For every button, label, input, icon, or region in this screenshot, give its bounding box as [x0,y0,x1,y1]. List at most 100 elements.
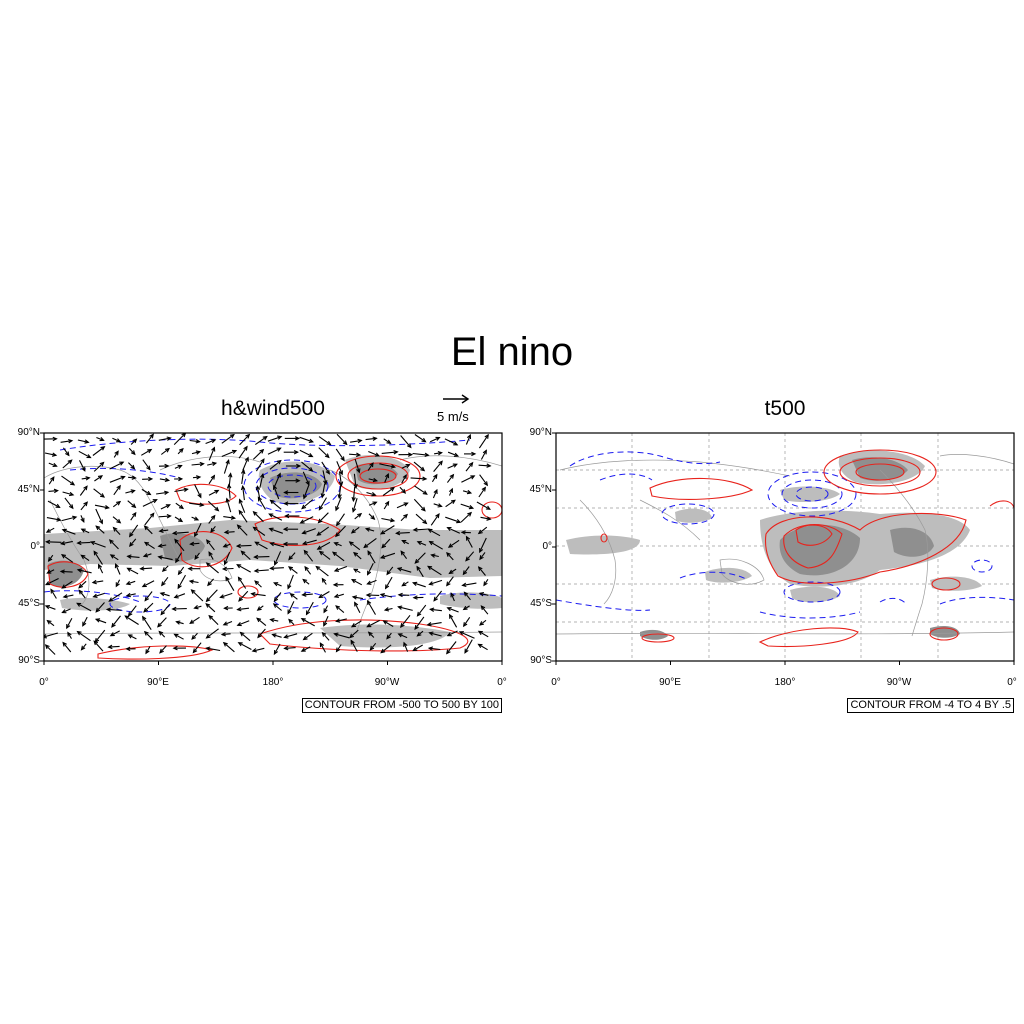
wind-vector-head [192,648,198,654]
wind-vector-head [412,595,418,600]
wind-vector-head [482,449,487,455]
contour-info-right: CONTOUR FROM -4 TO 4 BY .5 [847,698,1014,713]
wind-vector-head [477,529,483,535]
wind-vector [273,603,282,611]
wind-vector [112,437,121,443]
wind-vector [236,564,251,573]
wind-vector [174,488,188,493]
wind-vector [251,593,266,597]
wind-vector-head [196,475,202,480]
wind-vector [365,528,375,532]
wind-vector [178,566,185,575]
wind-vector [95,618,107,624]
wind-vector-head [210,474,216,480]
wind-vector-head [61,528,67,533]
wind-vector-head [412,646,418,652]
wind-vector [447,463,458,469]
wind-vector [206,589,218,602]
wind-vector [252,449,264,460]
wind-vector [158,556,173,561]
wind-vector [78,580,87,589]
wind-vector [94,629,106,643]
wind-vector-head [437,450,443,456]
wind-vector-head [210,527,215,533]
wind-vector-head [407,452,414,457]
wind-vector-head [259,472,265,479]
wind-vector [400,514,408,522]
wind-vector [429,632,442,637]
wind-vector [128,605,137,617]
wind-vector [287,574,294,589]
wind-vector-head [365,592,371,598]
wind-vector [383,501,390,510]
wind-vector [447,451,459,457]
wind-vector [369,642,377,651]
wind-vector [82,616,88,626]
wind-vector [157,617,167,628]
wind-vector-head [414,624,419,631]
wind-vector [223,516,235,519]
wind-vector-head [159,592,165,597]
wind-vector-head [175,620,181,625]
wind-vector-head [332,582,338,587]
wind-vector-head [52,436,58,442]
wind-vector [109,476,125,483]
wind-vector [238,446,248,459]
wind-vector [174,539,185,552]
wind-vector [299,436,313,443]
wind-vector [177,574,186,589]
wind-vector [159,478,169,481]
wind-vector-head [335,618,341,623]
wind-vector-head [450,592,455,598]
wind-vector [77,631,91,642]
wind-vector-head [80,528,86,533]
wind-vector [335,605,345,614]
wind-vector-head [114,450,119,456]
wind-vector-head [177,570,183,576]
wind-vector [111,615,121,628]
wind-vector [274,473,281,487]
wind-vector [112,501,121,508]
wind-vector-head [194,532,199,538]
x-tick-label: 0° [39,677,49,688]
wind-vector-head [470,475,476,480]
wind-vector-head [56,517,62,522]
wind-vector [223,620,233,626]
coastlines-left [44,455,502,635]
wind-vector-head [83,501,89,507]
wind-vector [254,580,262,588]
wind-vector-head [260,458,265,464]
wind-vector-head [301,592,307,597]
wind-vector [242,457,249,471]
wind-vector-head [333,542,339,547]
wind-vector-head [384,472,390,479]
x-tick-label: 0° [1007,677,1017,688]
wind-vector-head [433,488,438,495]
wind-vector [367,619,380,628]
wind-vector-head [62,641,67,647]
wind-vector [62,642,72,653]
wind-vector-head [485,505,492,510]
wind-vector [287,601,295,614]
wind-vector-head [284,513,290,519]
wind-vector-head [114,563,119,569]
wind-vector [206,647,221,652]
wind-vector-head [193,604,199,610]
wind-vector-head [210,514,216,520]
wind-vector-head [157,543,163,548]
wind-vector [445,516,461,523]
wind-vector-head [416,540,422,546]
wind-vector [144,631,153,640]
wind-vector-head [238,498,243,504]
wind-vector [351,579,363,586]
wind-vector-head [225,576,230,582]
wind-vector-head [465,535,471,541]
wind-vector-head [466,489,473,495]
wind-vector-head [127,634,133,639]
wind-vector [46,541,62,543]
coastlines-right [556,454,1014,637]
wind-vector [417,541,427,546]
map-panel-left [44,433,502,660]
wind-vector [460,503,474,509]
wind-vector-head [50,476,55,482]
